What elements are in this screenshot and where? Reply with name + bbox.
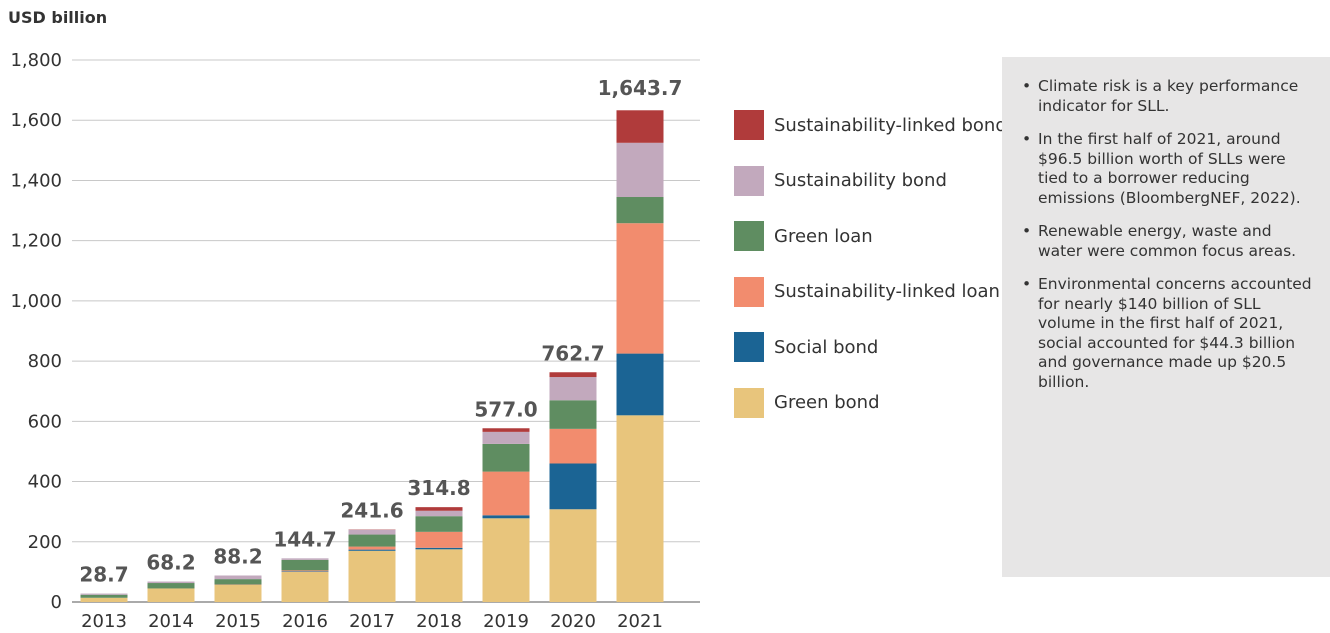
bar-segment-sustainability-bond: [616, 142, 664, 198]
x-tick-label: 2019: [483, 611, 529, 632]
bar-segment-green-bond: [415, 549, 463, 602]
note-item: Renewable energy, waste and water were c…: [1020, 222, 1318, 261]
legend-item-social-bond: Social bond: [734, 330, 1007, 364]
y-axis-title: USD billion: [8, 8, 108, 27]
bar-segment-sustainability-bond: [415, 510, 463, 517]
stacked-bar-chart: 0 200 400 600 800 1,000 1,200 1,400 1,600 1,800 28…: [10, 50, 700, 632]
bar-total-label: 88.2: [213, 544, 262, 568]
bar-segment-green-loan: [482, 443, 530, 472]
y-tick-label: 1,800: [10, 50, 62, 71]
legend-swatch: [734, 332, 764, 362]
legend-swatch: [734, 387, 764, 418]
bar-segment-green-loan: [281, 559, 329, 571]
bar-segment-sustainability-linked-bond: [482, 428, 530, 432]
x-tick-label: 2016: [282, 611, 328, 632]
bar-segment-green-loan: [348, 534, 396, 547]
bar-segment-green-loan: [616, 197, 664, 224]
bar-total-label: 1,643.7: [598, 76, 683, 100]
bar-total-label: 762.7: [541, 341, 604, 365]
bar-segment-social-bond: [348, 549, 396, 551]
legend-item-sustainability-bond: Sustainability bond: [734, 164, 1007, 198]
bar-segment-sustainability-linked-loan: [482, 471, 530, 516]
y-tick-label: 1,000: [10, 291, 62, 312]
bar-total-label: 144.7: [273, 527, 336, 551]
bar-segment-sustainability-bond: [214, 575, 262, 580]
bar-segment-sustainability-linked-bond: [616, 110, 664, 143]
legend-swatch: [734, 221, 764, 251]
note-item: Climate risk is a key performance indica…: [1020, 77, 1318, 116]
bar-segment-green-bond: [80, 597, 128, 602]
bar-segment-social-bond: [415, 547, 463, 550]
note-item: In the first half of 2021, around $96.5 …: [1020, 130, 1318, 208]
x-tick-label: 2017: [349, 611, 395, 632]
bar-segment-sustainability-bond: [549, 377, 597, 401]
bar-segment-social-bond: [281, 571, 329, 572]
bar-segment-sustainability-linked-bond: [415, 507, 463, 511]
bar-segment-green-bond: [348, 550, 396, 602]
legend-swatch: [734, 165, 764, 196]
legend-item-sustainability-linked-bond: Sustainability-linked bond: [734, 108, 1007, 142]
legend-label: Sustainability-linked bond: [774, 114, 1007, 136]
x-tick-label: 2013: [81, 611, 127, 632]
chart-legend: Sustainability-linked bond Sustainabilit…: [734, 108, 1007, 441]
bar-segment-sustainability-bond: [348, 529, 396, 535]
y-tick-label: 400: [28, 472, 62, 493]
bar-segment-social-bond: [549, 463, 597, 510]
note-item: Environmental concerns accounted for nea…: [1020, 275, 1318, 392]
legend-swatch: [734, 276, 764, 307]
bar-segment-green-bond: [616, 415, 664, 602]
bar-segment-green-bond: [482, 518, 530, 602]
bar-segment-sustainability-linked-loan: [415, 531, 463, 548]
x-tick-label: 2021: [617, 611, 663, 632]
bar-segment-sustainability-bond: [80, 593, 128, 595]
x-tick-label: 2014: [148, 611, 194, 632]
y-tick-label: 600: [28, 411, 62, 432]
bar-total-label: 314.8: [407, 476, 470, 500]
bar-segment-green-loan: [415, 516, 463, 532]
y-tick-label: 800: [28, 351, 62, 372]
legend-item-green-loan: Green loan: [734, 219, 1007, 253]
bar-segment-sustainability-bond: [482, 431, 530, 444]
bar-segment-sustainability-linked-bond: [549, 372, 597, 378]
bar-segment-social-bond: [616, 353, 664, 416]
bar-segment-sustainability-linked-loan: [616, 223, 664, 354]
notes-panel: Climate risk is a key performance indica…: [1002, 57, 1330, 577]
legend-swatch: [734, 110, 764, 140]
bar-segment-green-bond: [549, 509, 597, 602]
legend-label: Green loan: [774, 225, 873, 247]
bar-segment-sustainability-bond: [281, 558, 329, 560]
legend-label: Green bond: [774, 392, 880, 413]
bar-segment-social-bond: [482, 515, 530, 519]
bar-segment-sustainability-linked-loan: [549, 428, 597, 464]
legend-item-sustainability-linked-loan: Sustainability-linked loan: [734, 275, 1007, 309]
y-tick-label: 1,400: [10, 170, 62, 191]
bar-total-label: 68.2: [146, 550, 195, 574]
bar-segment-green-loan: [214, 579, 262, 585]
bar-total-label: 241.6: [340, 498, 403, 522]
bar-segment-green-loan: [549, 400, 597, 429]
bar-total-label: 577.0: [474, 397, 537, 421]
bar-segment-green-loan: [80, 594, 128, 598]
legend-label: Sustainability-linked loan: [774, 281, 1000, 302]
legend-item-green-bond: Green bond: [734, 386, 1007, 420]
bar-segment-green-bond: [281, 571, 329, 602]
y-tick-label: 1,600: [10, 110, 62, 131]
bar-total-label: 28.7: [79, 562, 128, 586]
bar-segment-sustainability-linked-loan: [348, 546, 396, 550]
x-tick-label: 2018: [416, 611, 462, 632]
y-tick-label: 1,200: [10, 231, 62, 252]
x-tick-label: 2015: [215, 611, 261, 632]
bar-segment-sustainability-linked-loan: [281, 570, 329, 572]
y-tick-label: 0: [51, 592, 62, 613]
bar-segment-green-bond: [214, 584, 262, 602]
bar-segment-sustainability-bond: [147, 581, 195, 584]
notes-list: Climate risk is a key performance indica…: [1020, 77, 1318, 392]
legend-label: Social bond: [774, 336, 879, 358]
y-tick-label: 200: [28, 532, 62, 553]
bar-segment-green-loan: [147, 583, 195, 589]
legend-label: Sustainability bond: [774, 170, 947, 191]
bar-segment-green-bond: [147, 588, 195, 602]
x-tick-label: 2020: [550, 611, 596, 632]
